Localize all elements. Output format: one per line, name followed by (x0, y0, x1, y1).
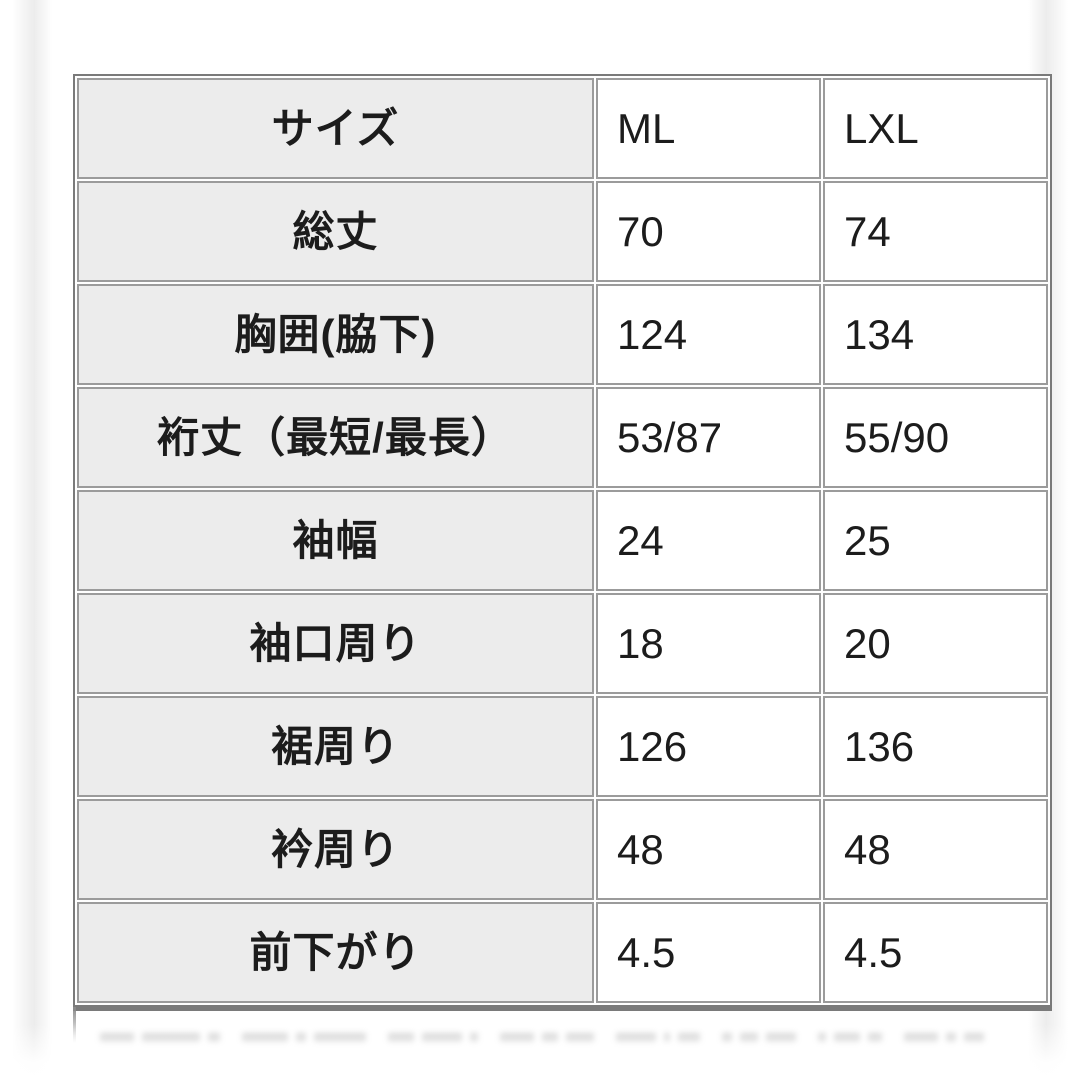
cutoff-faded-text (100, 1033, 1012, 1047)
measurement-value: 134 (823, 284, 1048, 385)
row-label: 袖口周り (77, 593, 594, 694)
measurement-value: 136 (823, 696, 1048, 797)
measurement-value: 53/87 (596, 387, 821, 488)
measurement-row: 袖口周り 18 20 (77, 593, 1048, 694)
measurement-value: 48 (823, 799, 1048, 900)
size-header-label: サイズ (77, 78, 594, 179)
measurement-value: 20 (823, 593, 1048, 694)
measurement-value: 18 (596, 593, 821, 694)
measurement-row: 前下がり 4.5 4.5 (77, 902, 1048, 1003)
measurement-row: 裾周り 126 136 (77, 696, 1048, 797)
row-label: 衿周り (77, 799, 594, 900)
measurement-value: 124 (596, 284, 821, 385)
measurement-row: 胸囲(脇下) 124 134 (77, 284, 1048, 385)
row-label: 総丈 (77, 181, 594, 282)
measurement-value: 48 (596, 799, 821, 900)
size-table-header-row: サイズ ML LXL (77, 78, 1048, 179)
measurement-row: 衿周り 48 48 (77, 799, 1048, 900)
measurement-row: 裄丈（最短/最長） 53/87 55/90 (77, 387, 1048, 488)
size-column-ml: ML (596, 78, 821, 179)
row-label: 裾周り (77, 696, 594, 797)
measurement-value: 126 (596, 696, 821, 797)
row-label: 胸囲(脇下) (77, 284, 594, 385)
row-label: 袖幅 (77, 490, 594, 591)
measurement-value: 74 (823, 181, 1048, 282)
measurement-value: 24 (596, 490, 821, 591)
bottom-fade-overlay (0, 1024, 1080, 1080)
measurement-row: 総丈 70 74 (77, 181, 1048, 282)
measurement-value: 4.5 (823, 902, 1048, 1003)
measurement-value: 55/90 (823, 387, 1048, 488)
measurement-value: 70 (596, 181, 821, 282)
cutoff-next-table-border (73, 1007, 76, 1043)
measurement-row: 袖幅 24 25 (77, 490, 1048, 591)
measurement-value: 25 (823, 490, 1048, 591)
size-spec-table: サイズ ML LXL 総丈 70 74 胸囲(脇下) 124 134 裄丈（最短/最長） 53… (73, 74, 1052, 1011)
row-label: 裄丈（最短/最長） (77, 387, 594, 488)
row-label: 前下がり (77, 902, 594, 1003)
page-edge-shadow-left (12, 0, 52, 1080)
measurement-value: 4.5 (596, 902, 821, 1003)
size-table-body: サイズ ML LXL 総丈 70 74 胸囲(脇下) 124 134 裄丈（最短/最長） 53… (77, 78, 1048, 1003)
size-column-lxl: LXL (823, 78, 1048, 179)
